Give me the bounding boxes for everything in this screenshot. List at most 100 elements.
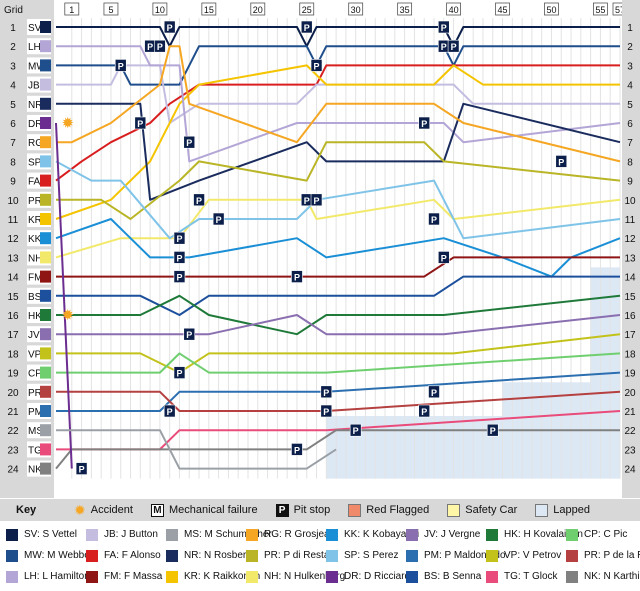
pit-stop-label: P — [216, 215, 222, 225]
finish-position-number: 23 — [624, 445, 636, 456]
driver-color-swatch — [6, 570, 18, 583]
grid-driver-code: RG — [28, 138, 43, 149]
pit-stop-marker — [291, 443, 303, 456]
grid-driver-code: PR — [28, 388, 42, 399]
grid-driver-swatch — [40, 232, 51, 245]
driver-label: RG: R Grosjean — [264, 529, 336, 540]
finish-position-number: 9 — [627, 177, 633, 188]
position-line-kk — [55, 218, 621, 278]
position-line-ms — [56, 429, 337, 470]
key-safety-car-label: Safety Car — [465, 504, 518, 516]
position-line-rg — [56, 45, 621, 163]
key-pit-label: Pit stop — [293, 504, 331, 516]
accident-icon: ✹ — [62, 114, 75, 132]
grid-driver-code: TG — [28, 445, 42, 456]
pit-stop-label: P — [421, 119, 427, 129]
finish-position-number: 24 — [624, 465, 636, 476]
grid-driver-code: DR — [28, 119, 42, 130]
position-line-kr — [55, 64, 620, 220]
driver-label: FA: F Alonso — [104, 550, 161, 561]
key-mechanical: M Mechanical failure — [150, 503, 258, 517]
driver-color-swatch — [246, 570, 258, 583]
driver-color-swatch — [326, 528, 338, 541]
position-line-jv — [56, 314, 621, 336]
finish-position-number: 21 — [624, 407, 636, 418]
pit-stop-label: P — [441, 42, 447, 52]
grid-driver-swatch — [40, 193, 51, 206]
grid-driver-code: NR — [28, 100, 42, 111]
grid-driver-swatch — [40, 270, 51, 283]
driver-color-swatch — [166, 549, 178, 562]
driver-legend-entry: JV: J Vergne — [406, 526, 480, 543]
grid-driver-swatch — [40, 424, 51, 437]
driver-color-swatch — [86, 528, 98, 541]
driver-legend-entry: MS: M Schumacher — [166, 526, 272, 543]
position-line-bs — [56, 275, 620, 316]
grid-position-number: 14 — [7, 273, 19, 284]
pit-stop-marker — [163, 20, 176, 34]
pit-stop-marker — [310, 59, 323, 72]
lap-tick-box — [250, 2, 266, 16]
grid-position-number: 16 — [7, 311, 19, 322]
pit-stop-label: P — [353, 426, 359, 436]
pit-stop-marker — [163, 404, 176, 418]
finish-position-number: 6 — [627, 119, 633, 130]
finish-position-number: 16 — [624, 311, 636, 322]
pit-stop-marker — [428, 212, 440, 226]
grid-header: Grid — [4, 5, 23, 16]
pit-stop-marker — [173, 366, 186, 379]
pit-stop-marker — [447, 39, 460, 53]
pit-stop-label: P — [137, 119, 143, 129]
lap-tick-label: 20 — [253, 5, 263, 15]
driver-label: PR: P di Resta — [264, 550, 330, 561]
grid-driver-swatch — [40, 78, 51, 91]
position-line-vp — [56, 333, 621, 374]
driver-label: HK: H Kovalainen — [504, 529, 583, 540]
grid-position-number: 3 — [10, 61, 16, 72]
grid-driver-swatch — [40, 405, 51, 417]
driver-label: NK: N Karthikeyan — [584, 571, 640, 582]
grid-position-number: 13 — [7, 253, 19, 264]
pit-stop-marker — [320, 385, 333, 399]
driver-legend-entry: FA: F Alonso — [86, 547, 161, 564]
driver-label: NH: N Hulkenberg — [264, 571, 346, 582]
pit-stop-marker — [173, 270, 186, 283]
pit-stop-marker — [114, 59, 127, 72]
grid-driver-code: JB — [28, 81, 40, 92]
grid-position-number: 5 — [10, 100, 16, 111]
pit-stop-marker — [75, 462, 88, 475]
driver-label: KR: K Raikkonen — [184, 571, 261, 582]
driver-legend-entry: RG: R Grosjean — [246, 526, 335, 543]
grid-driver-code: FM — [28, 273, 42, 284]
pit-stop-marker — [437, 20, 450, 34]
grid-driver-code: MS — [28, 426, 43, 437]
lap-tick-label: 57 — [615, 5, 625, 15]
grid-position-number: 21 — [7, 407, 19, 418]
driver-legend-entry: NH: N Hulkenberg — [246, 568, 345, 585]
finish-position-number: 14 — [624, 273, 636, 284]
lap-tick-label: 45 — [498, 5, 508, 15]
pit-stop-label: P — [304, 23, 310, 33]
finish-position-number: 15 — [624, 292, 636, 303]
driver-label: CP: C Pic — [584, 529, 628, 540]
grid-position-number: 4 — [10, 81, 16, 92]
driver-legend-entry: TG: T Glock — [486, 568, 558, 585]
driver-legend-entry: MW: M Webber — [6, 547, 93, 564]
driver-legend-entry: VP: V Petrov — [486, 547, 561, 564]
grid-driver-code: SV — [28, 23, 42, 34]
grid-driver-swatch — [40, 328, 51, 341]
grid-driver-swatch — [40, 117, 51, 129]
position-line-sp — [55, 160, 621, 240]
grid-driver-code: KR — [28, 215, 42, 226]
driver-legend-entry: NR: N Rosberg — [166, 547, 252, 564]
pit-stop-label: P — [304, 196, 310, 206]
key-red-flag-label: Red Flagged — [366, 504, 430, 516]
driver-legend-entry: SP: S Perez — [326, 547, 398, 564]
grid-position-number: 9 — [10, 177, 16, 188]
driver-label: JB: J Button — [104, 529, 158, 540]
finish-position-number: 13 — [624, 253, 636, 264]
pit-stop-marker — [300, 20, 313, 34]
pit-stop-label: P — [323, 407, 329, 417]
driver-label: FM: F Massa — [104, 571, 163, 582]
